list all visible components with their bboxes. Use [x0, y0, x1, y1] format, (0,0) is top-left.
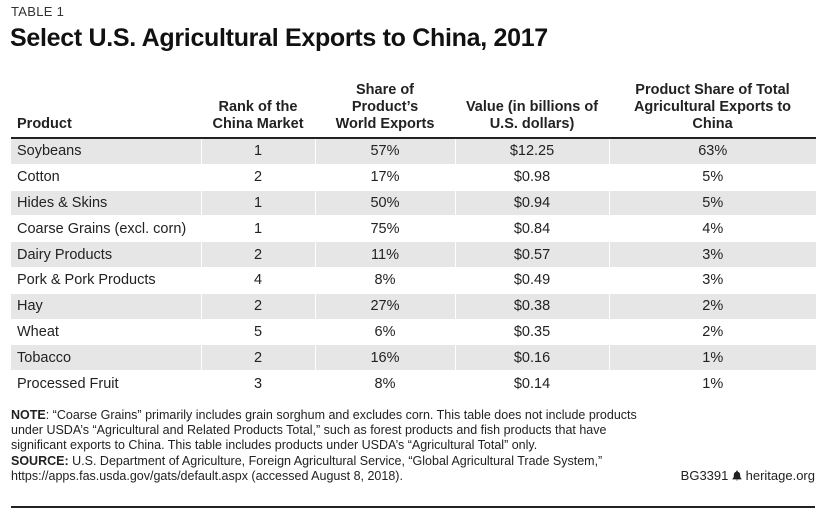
column-header-line: Product [17, 116, 72, 132]
cell-world-share: 11% [314, 241, 455, 268]
cell-rank: 1 [200, 138, 315, 165]
column-header-line: Rank of the [218, 99, 298, 115]
cell-rank: 3 [200, 370, 315, 397]
column-header-line: China Market [212, 116, 304, 132]
cell-world-share: 8% [314, 370, 455, 397]
brand: BG3391 heritage.org [681, 468, 815, 483]
cell-rank: 1 [200, 215, 315, 243]
site-name: heritage.org [745, 468, 815, 483]
column-header-total-share: Product Share of Total Agricultural Expor… [609, 82, 816, 139]
cell-rank: 1 [200, 190, 315, 217]
table-body: Soybeans 1 57% $12.25 63% Cotton 2 17% $0.98 5% Hi… [11, 138, 816, 397]
cell-product: Tobacco [11, 344, 201, 372]
cell-world-share: 50% [314, 190, 455, 217]
cell-rank: 2 [200, 241, 315, 268]
table-row: Tobacco 2 16% $0.16 1% [11, 344, 816, 372]
cell-value: $0.57 [454, 241, 609, 268]
cell-total-share: 4% [608, 215, 816, 243]
column-header-line: Product Share of Total [635, 82, 790, 98]
cell-total-share: 5% [608, 164, 816, 191]
report-id: BG3391 [680, 468, 729, 483]
cell-value: $0.94 [454, 190, 609, 217]
cell-product: Cotton [11, 164, 201, 191]
cell-rank: 4 [200, 267, 315, 294]
cell-world-share: 27% [314, 293, 455, 320]
source-block: SOURCE: U.S. Department of Agriculture, … [11, 454, 651, 484]
cell-world-share: 8% [314, 267, 455, 294]
note-text: : “Coarse Grains” primarily includes gra… [11, 408, 637, 453]
column-header-line: Value (in billions of [465, 99, 599, 115]
cell-product: Soybeans [11, 138, 201, 165]
column-header-world-share: Share of Product’s World Exports [315, 82, 455, 139]
cell-product: Dairy Products [11, 241, 201, 268]
column-header-line: World Exports [335, 116, 435, 132]
notes: NOTE: “Coarse Grains” primarily includes… [11, 408, 651, 484]
cell-value: $0.84 [454, 215, 609, 243]
cell-product: Wheat [11, 319, 201, 346]
cell-total-share: 3% [608, 267, 816, 294]
cell-world-share: 17% [314, 164, 455, 191]
cell-total-share: 1% [608, 344, 816, 372]
cell-product: Processed Fruit [11, 370, 201, 397]
cell-total-share: 1% [608, 370, 816, 397]
bottom-rule [11, 506, 815, 508]
cell-rank: 2 [200, 164, 315, 191]
source-label: SOURCE: [11, 453, 69, 468]
page-title: Select U.S. Agricultural Exports to Chin… [10, 24, 548, 52]
table-row: Soybeans 1 57% $12.25 63% [11, 138, 816, 165]
cell-value: $0.35 [454, 319, 609, 346]
table-row: Hides & Skins 1 50% $0.94 5% [11, 190, 816, 217]
cell-value: $0.14 [454, 370, 609, 397]
cell-world-share: 75% [314, 215, 455, 243]
cell-value: $0.49 [454, 267, 609, 294]
cell-value: $0.38 [454, 293, 609, 320]
cell-rank: 5 [200, 319, 315, 346]
cell-world-share: 16% [314, 344, 455, 372]
column-header-product: Product [11, 82, 201, 139]
data-table: Product Rank of the China Market Share of P… [11, 82, 816, 397]
table-row: Cotton 2 17% $0.98 5% [11, 164, 816, 191]
cell-product: Pork & Pork Products [11, 267, 201, 294]
cell-total-share: 5% [608, 190, 816, 217]
table-row: Dairy Products 2 11% $0.57 3% [11, 241, 816, 268]
source-text: U.S. Department of Agriculture, Foreign … [11, 453, 603, 483]
header-row: Product Rank of the China Market Share of P… [11, 82, 816, 139]
cell-total-share: 2% [608, 293, 816, 320]
table-row: Pork & Pork Products 4 8% $0.49 3% [11, 267, 816, 294]
note-label: NOTE [11, 408, 46, 422]
cell-product: Hides & Skins [11, 190, 201, 217]
cell-value: $12.25 [454, 138, 609, 165]
column-header-line: Share of Product’s [351, 82, 419, 115]
cell-total-share: 2% [608, 319, 816, 346]
cell-rank: 2 [200, 293, 315, 320]
column-header-line: U.S. dollars) [489, 116, 575, 132]
table-label: TABLE 1 [11, 4, 65, 19]
column-header-value: Value (in billions of U.S. dollars) [455, 82, 609, 139]
cell-product: Hay [11, 293, 201, 320]
cell-value: $0.98 [454, 164, 609, 191]
cell-total-share: 3% [608, 241, 816, 268]
cell-world-share: 6% [314, 319, 455, 346]
table-row: Coarse Grains (excl. corn) 1 75% $0.84 4% [11, 215, 816, 243]
liberty-bell-icon [732, 470, 742, 481]
column-header-line: Agricultural Exports to China [633, 99, 792, 132]
column-header-rank: Rank of the China Market [201, 82, 315, 139]
table-row: Hay 2 27% $0.38 2% [11, 293, 816, 320]
table-row: Wheat 5 6% $0.35 2% [11, 319, 816, 346]
note-block: NOTE: “Coarse Grains” primarily includes… [11, 408, 651, 454]
cell-product: Coarse Grains (excl. corn) [11, 215, 201, 243]
cell-rank: 2 [200, 344, 315, 372]
cell-value: $0.16 [454, 344, 609, 372]
cell-total-share: 63% [608, 138, 816, 165]
table-row: Processed Fruit 3 8% $0.14 1% [11, 370, 816, 397]
cell-world-share: 57% [314, 138, 455, 165]
